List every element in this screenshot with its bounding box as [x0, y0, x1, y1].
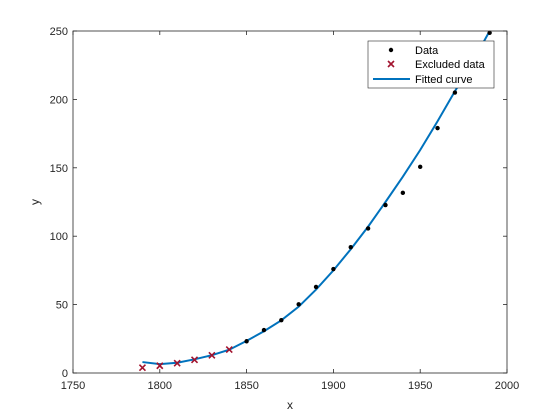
data-point	[296, 302, 301, 307]
data-point	[452, 90, 458, 95]
y-axis-ticks: 0 50 100 150 200 250	[50, 26, 507, 380]
excluded-point	[208, 351, 216, 359]
data-point	[261, 327, 267, 333]
excluded-point	[156, 362, 164, 370]
x-axis-ticks: 1750 1800 1850 1900 1950 2000	[61, 31, 519, 392]
data-point	[418, 164, 423, 170]
excluded-point	[138, 364, 147, 372]
data-point	[244, 339, 249, 344]
y-tick-label: 0	[62, 368, 68, 380]
series-layer	[138, 30, 492, 372]
excluded-point	[173, 359, 181, 367]
x-tick-label: 2000	[495, 380, 519, 392]
data-point	[365, 226, 371, 231]
x-axis-label: x	[287, 398, 293, 412]
data-point	[279, 317, 284, 323]
data-point	[487, 30, 492, 35]
fitted-curve-line	[142, 31, 491, 366]
y-tick-label: 250	[50, 26, 68, 38]
x-tick-label: 1750	[61, 380, 85, 392]
x-tick-label: 1900	[321, 380, 345, 392]
y-tick-label: 50	[56, 300, 68, 312]
y-tick-label: 100	[50, 231, 68, 243]
legend-label-data: Data	[415, 45, 439, 57]
y-tick-label: 150	[50, 163, 68, 175]
data-point	[435, 125, 440, 131]
legend-excluded-marker	[387, 60, 395, 68]
x-tick-label: 1950	[408, 380, 432, 392]
excluded-point	[190, 356, 199, 364]
y-tick-label: 200	[50, 94, 68, 106]
y-axis-label: y	[28, 199, 42, 205]
data-point	[400, 190, 406, 196]
data-point	[348, 244, 353, 250]
legend-box	[367, 40, 495, 89]
legend-label-fitted: Fitted curve	[415, 74, 472, 86]
data-point	[383, 202, 388, 208]
excluded-point	[225, 346, 233, 354]
data-point	[331, 266, 336, 272]
legend: Data Excluded data Fitted curve	[367, 40, 495, 89]
x-tick-label: 1800	[148, 380, 172, 392]
legend-data-marker	[388, 47, 394, 53]
x-tick-label: 1850	[234, 380, 258, 392]
data-point	[313, 284, 319, 290]
legend-label-excluded: Excluded data	[415, 59, 486, 71]
axes-box	[72, 30, 508, 374]
